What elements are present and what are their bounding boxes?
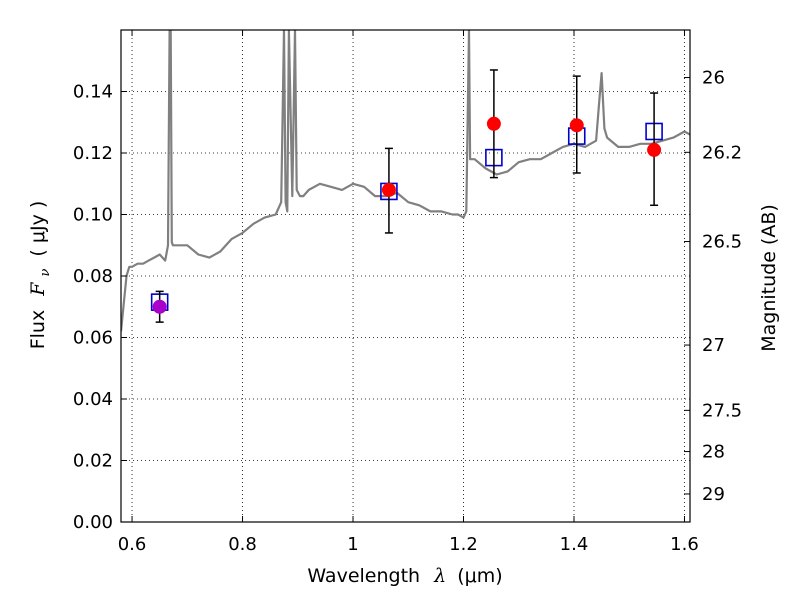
y-axis-label-subscript: ν [38,269,53,277]
y2-tick-label: 27 [702,335,725,356]
y-tick-label: 0.12 [73,143,113,164]
x-tick-label: 0.8 [228,534,257,555]
observed-points-series [152,116,662,314]
observed-point [486,116,501,131]
observed-point [152,299,167,314]
y2-tick-label: 26.2 [702,142,742,163]
axis-ticks [121,30,690,523]
x-axis-label-unit: (μm) [457,565,502,587]
spectrum-line [121,30,690,332]
grid-lines [121,30,690,523]
y2-tick-label: 27.5 [702,400,742,421]
y-tick-label: 0.06 [73,328,113,349]
x-tick-label: 1.2 [449,534,478,555]
y2-tick-label: 26.5 [702,232,742,253]
y-tick-label: 0.00 [73,512,113,533]
observed-point [381,182,396,197]
y2-tick-labels: 26 26.2 26.5 27 27.5 28 29 [702,68,742,505]
y-tick-label: 0.08 [73,266,113,287]
y-axis-label-symbol: F [27,282,49,297]
x-axis-label-prefix: Wavelength [307,565,420,587]
model-squares-series [150,122,663,311]
y2-tick-label: 29 [702,484,725,505]
x-axis-label: Wavelength λ (μm) [307,565,502,587]
y-tick-label: 0.04 [73,389,113,410]
observed-point [647,142,662,157]
y-axis-label: Flux F ν ( μJy ) [27,201,54,350]
y-axis-label-prefix: Flux [27,310,49,350]
y2-tick-label: 26 [702,68,725,89]
error-bars-series [155,69,659,323]
x-tick-label: 1.6 [670,534,699,555]
y2-tick-label: 28 [702,442,725,463]
y-axis-label-unit: ( μJy ) [27,201,49,257]
spectrum-series [121,30,690,332]
y-tick-label: 0.02 [73,451,113,472]
y-tick-label: 0.10 [73,205,113,226]
y-tick-labels: 0.00 0.02 0.04 0.06 0.08 0.10 0.12 0.14 [73,82,113,534]
x-tick-label: 0.6 [118,534,147,555]
x-tick-labels: 0.6 0.8 1 1.2 1.4 1.6 [118,534,699,555]
x-tick-label: 1.4 [560,534,589,555]
y2-axis-label: Magnitude (AB) [758,204,780,352]
y-tick-label: 0.14 [73,82,113,103]
x-axis-label-symbol: λ [433,565,446,587]
x-tick-label: 1 [347,534,358,555]
observed-point [569,118,584,133]
